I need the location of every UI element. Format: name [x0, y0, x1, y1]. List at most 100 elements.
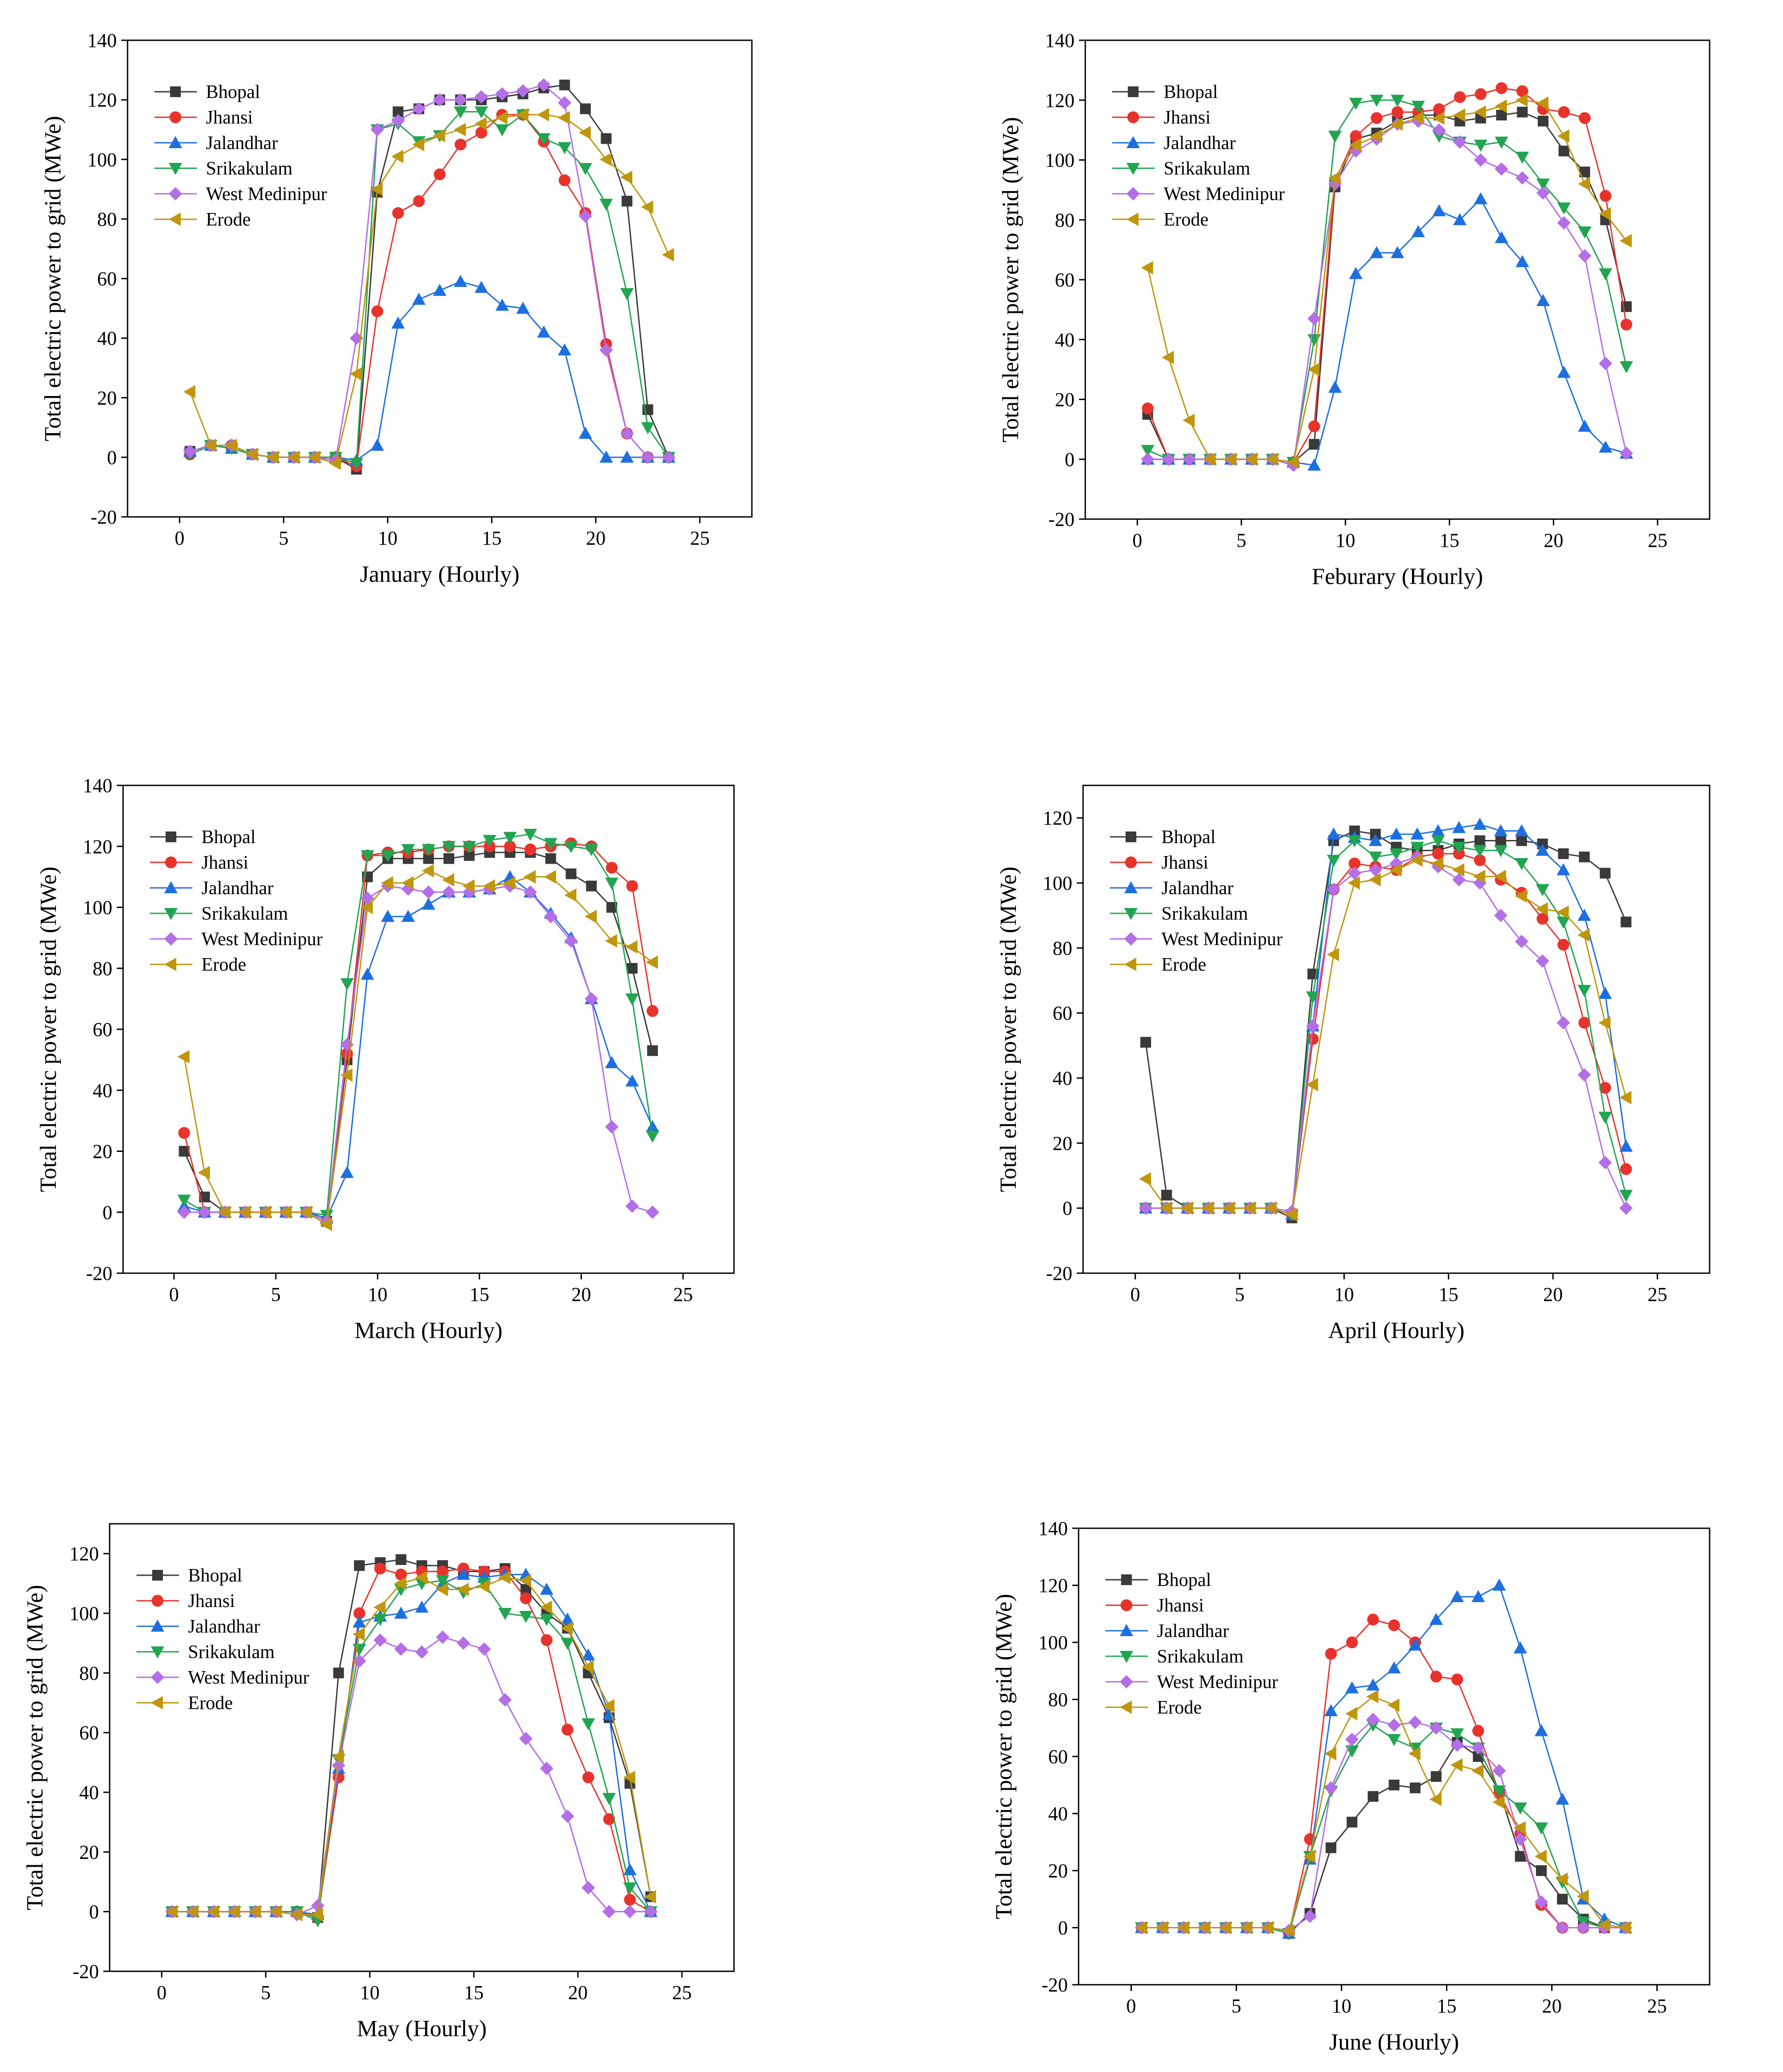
- legend-label: Erode: [206, 209, 251, 230]
- data-point: [1412, 101, 1425, 113]
- data-point: [1410, 1782, 1420, 1794]
- data-point: [1600, 868, 1611, 879]
- series-srikakulam: [1135, 1719, 1632, 1940]
- data-point: [373, 1614, 387, 1626]
- x-tick-label: 20: [586, 527, 606, 549]
- data-point: [1408, 1747, 1420, 1761]
- data-point: [1328, 380, 1342, 393]
- y-axis-label: Total electric power to grid (MWe): [991, 1594, 1017, 1919]
- series-line: [1142, 1724, 1625, 1935]
- data-point: [1556, 1872, 1568, 1886]
- data-point: [601, 133, 612, 144]
- data-point: [1452, 863, 1464, 877]
- data-point: [1515, 1851, 1526, 1862]
- data-point: [606, 861, 618, 874]
- x-tick-label: 25: [1648, 529, 1668, 551]
- data-point: [1410, 827, 1424, 840]
- series-line: [1142, 1741, 1625, 1934]
- legend-label: West Medinipur: [1164, 184, 1285, 205]
- data-point: [474, 117, 487, 131]
- data-point: [603, 1813, 615, 1825]
- data-point: [299, 1205, 312, 1219]
- data-point: [1557, 1893, 1568, 1905]
- data-point: [1202, 1201, 1214, 1215]
- data-point: [1350, 130, 1362, 142]
- legend: Bhopal Jhansi Jalandhar Srikakulam West Medi…: [1110, 827, 1283, 975]
- data-point: [1408, 1715, 1422, 1729]
- data-point: [561, 1612, 574, 1625]
- data-point: [1303, 1910, 1317, 1923]
- legend-label: Srikakulam: [201, 904, 288, 924]
- y-axis-label: Total electric power to grid (MWe): [996, 866, 1021, 1192]
- data-point: [1474, 835, 1485, 846]
- data-point: [1473, 818, 1487, 830]
- data-point: [1370, 246, 1383, 258]
- data-point: [391, 149, 404, 163]
- data-point: [1538, 115, 1548, 127]
- data-point: [579, 209, 592, 223]
- data-point: [1306, 1019, 1320, 1033]
- data-point: [259, 1205, 271, 1219]
- y-tick-label: 0: [1062, 1198, 1072, 1219]
- data-point: [662, 248, 674, 262]
- series-erode: [183, 108, 674, 470]
- y-axis-label: Total electric power to grid (MWe): [40, 116, 66, 441]
- data-point: [1516, 85, 1528, 97]
- data-point: [1474, 105, 1486, 119]
- data-point: [599, 343, 613, 357]
- data-point: [1558, 848, 1569, 859]
- legend-label: Jalandhar: [206, 133, 278, 153]
- data-point: [1182, 414, 1195, 427]
- x-tick-label: 20: [1542, 1995, 1562, 2017]
- data-point: [415, 1600, 429, 1613]
- data-point: [412, 102, 426, 116]
- data-point: [1139, 1172, 1151, 1186]
- data-point: [1162, 350, 1174, 364]
- legend-marker: [151, 1620, 164, 1632]
- data-point: [1535, 1850, 1547, 1863]
- data-point: [1578, 249, 1591, 263]
- data-point: [1620, 361, 1633, 373]
- data-point: [1431, 857, 1444, 870]
- y-tick-label: -20: [73, 1961, 99, 1982]
- data-point: [1473, 845, 1487, 857]
- legend-label: Erode: [1157, 1697, 1202, 1718]
- data-point: [1348, 835, 1361, 848]
- data-point: [1600, 190, 1612, 202]
- data-point: [1578, 226, 1591, 239]
- data-point: [332, 1750, 344, 1763]
- y-tick-label: 40: [1055, 329, 1075, 351]
- x-tick-label: 0: [175, 527, 184, 549]
- data-point: [1327, 827, 1340, 840]
- data-point: [204, 439, 216, 452]
- y-tick-label: 100: [1045, 149, 1075, 171]
- y-tick-label: 0: [107, 447, 117, 469]
- data-point: [1494, 824, 1508, 836]
- legend-marker: [1127, 111, 1139, 124]
- data-point: [1287, 455, 1299, 469]
- legend-label: West Medinipur: [1161, 929, 1283, 950]
- data-point: [1536, 186, 1550, 200]
- data-point: [1348, 857, 1361, 870]
- x-tick-label: 5: [1235, 1283, 1245, 1305]
- x-tick-label: 5: [1232, 1995, 1241, 2017]
- data-point: [1452, 821, 1466, 833]
- data-point: [361, 850, 374, 862]
- data-point: [361, 968, 374, 980]
- data-point: [442, 873, 454, 887]
- y-tick-label: 20: [97, 387, 117, 409]
- x-tick-label: 5: [279, 527, 289, 549]
- data-point: [483, 879, 495, 893]
- series-line: [1147, 197, 1627, 466]
- data-point: [541, 1634, 553, 1646]
- data-point: [1432, 123, 1446, 137]
- data-point: [178, 1127, 190, 1139]
- data-point: [1453, 108, 1465, 122]
- data-point: [401, 909, 415, 922]
- legend-label: Srikakulam: [1161, 904, 1248, 924]
- legend-label: Srikakulam: [206, 158, 293, 179]
- data-point: [1328, 131, 1342, 143]
- data-point: [374, 1562, 386, 1575]
- data-point: [340, 1068, 353, 1082]
